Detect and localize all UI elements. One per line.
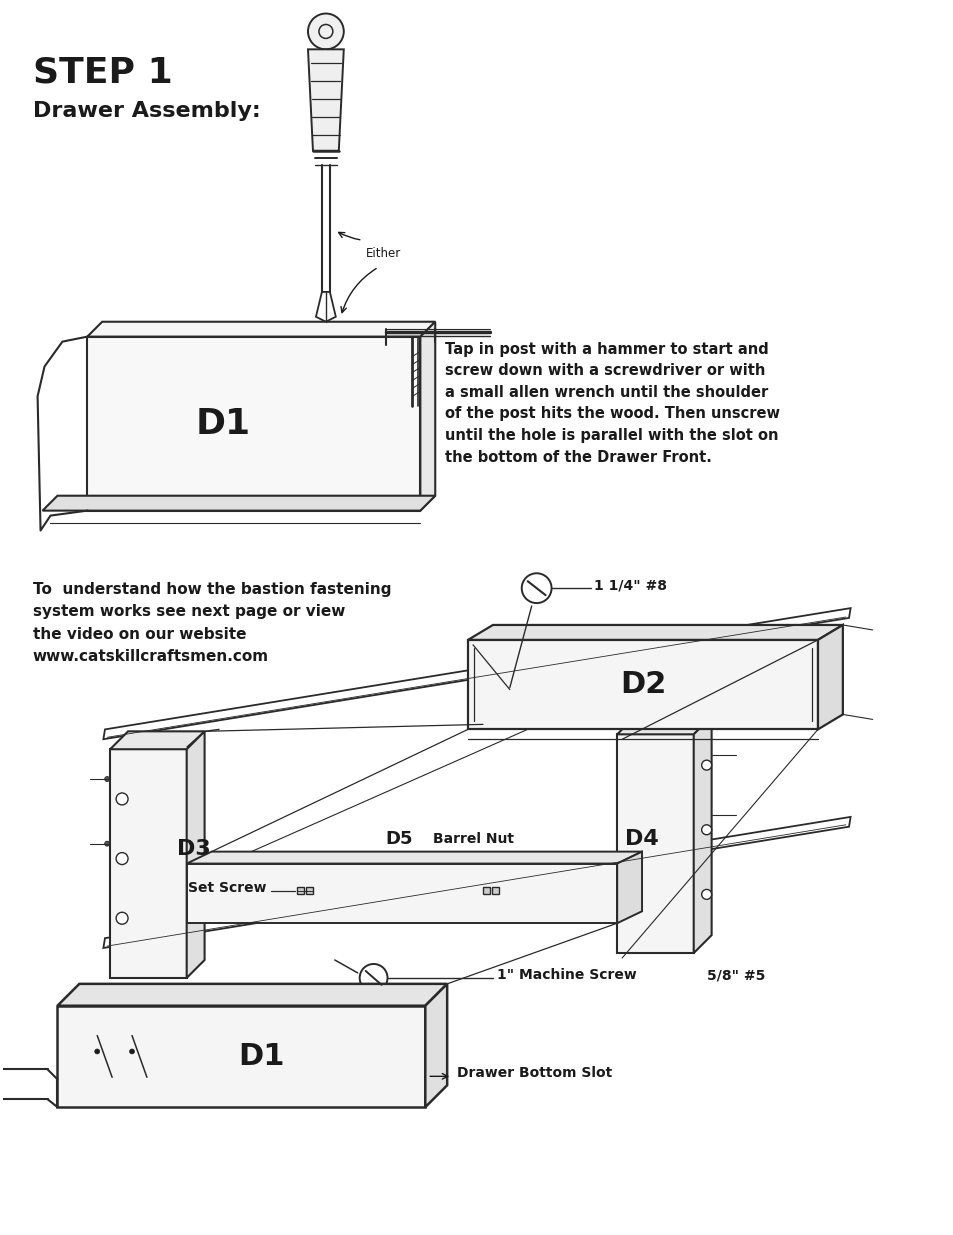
Bar bbox=[296, 888, 304, 894]
Bar bbox=[492, 888, 498, 894]
Text: Drawer Assembly:: Drawer Assembly: bbox=[32, 101, 260, 121]
Bar bbox=[87, 337, 420, 510]
Bar bbox=[482, 888, 490, 894]
Circle shape bbox=[701, 889, 711, 899]
Text: Drawer Bottom Slot: Drawer Bottom Slot bbox=[456, 1066, 612, 1081]
Polygon shape bbox=[817, 625, 841, 730]
Polygon shape bbox=[693, 716, 711, 953]
Polygon shape bbox=[87, 322, 435, 337]
Text: Barrel Nut: Barrel Nut bbox=[433, 831, 514, 846]
Circle shape bbox=[308, 14, 343, 49]
Circle shape bbox=[94, 1049, 100, 1053]
Text: Either: Either bbox=[365, 247, 400, 261]
Text: To  understand how the bastion fastening
system works see next page or view
the : To understand how the bastion fastening … bbox=[32, 582, 391, 663]
Circle shape bbox=[116, 913, 128, 924]
Bar bbox=[187, 863, 617, 924]
Text: D3: D3 bbox=[176, 839, 211, 858]
Polygon shape bbox=[57, 984, 447, 1005]
Text: Tap in post with a hammer to start and
screw down with a screwdriver or with
a s: Tap in post with a hammer to start and s… bbox=[445, 342, 780, 464]
Text: 5/8" #5: 5/8" #5 bbox=[706, 969, 764, 983]
Bar bbox=[468, 640, 817, 730]
Text: 1 1/4" #8: 1 1/4" #8 bbox=[594, 578, 666, 593]
Polygon shape bbox=[617, 716, 711, 735]
Polygon shape bbox=[425, 984, 447, 1107]
Text: STEP 1: STEP 1 bbox=[32, 56, 172, 89]
Text: D1: D1 bbox=[195, 406, 251, 441]
Circle shape bbox=[359, 965, 387, 992]
Polygon shape bbox=[187, 852, 641, 863]
Polygon shape bbox=[187, 731, 204, 978]
Circle shape bbox=[116, 793, 128, 805]
Circle shape bbox=[701, 825, 711, 835]
Circle shape bbox=[701, 761, 711, 771]
Polygon shape bbox=[468, 625, 841, 640]
Text: Set Screw: Set Screw bbox=[188, 882, 266, 895]
Polygon shape bbox=[308, 49, 343, 151]
Circle shape bbox=[116, 852, 128, 864]
Bar bbox=[57, 1005, 425, 1107]
Polygon shape bbox=[43, 495, 435, 510]
Text: D4: D4 bbox=[624, 829, 659, 848]
Bar bbox=[617, 735, 693, 953]
Text: D2: D2 bbox=[619, 671, 665, 699]
Circle shape bbox=[521, 573, 551, 603]
Bar bbox=[306, 888, 313, 894]
Text: D1: D1 bbox=[237, 1042, 284, 1071]
Circle shape bbox=[130, 1049, 134, 1053]
Bar bbox=[110, 750, 187, 978]
Polygon shape bbox=[110, 731, 204, 750]
Polygon shape bbox=[420, 322, 435, 510]
Polygon shape bbox=[617, 852, 641, 924]
Circle shape bbox=[105, 777, 110, 782]
Circle shape bbox=[105, 841, 110, 846]
Text: D5: D5 bbox=[385, 830, 413, 847]
Text: 1" Machine Screw: 1" Machine Screw bbox=[497, 968, 636, 982]
